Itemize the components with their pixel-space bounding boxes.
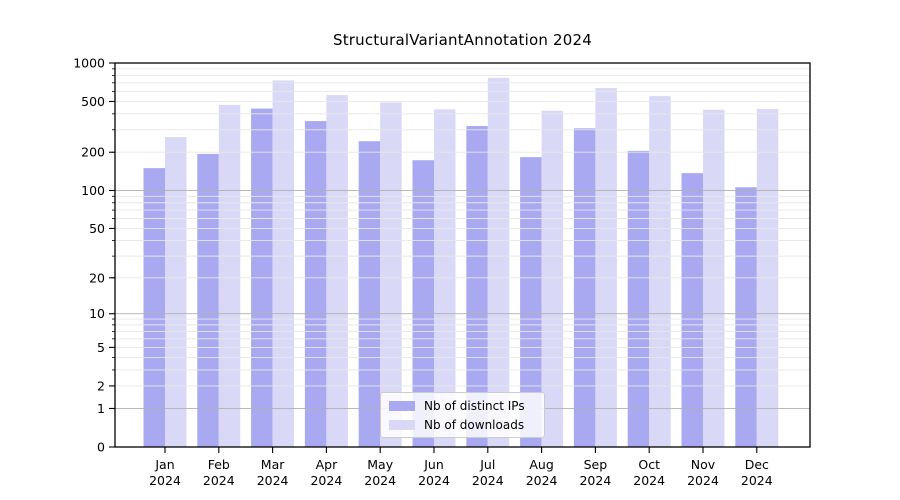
x-tick-label-year-dec: 2024	[741, 473, 773, 488]
x-tick-label-year-jun: 2024	[418, 473, 450, 488]
bar-downloads-nov	[703, 109, 725, 448]
y-tick-label-0: 0	[97, 440, 105, 455]
x-tick-label-month-may: May	[367, 457, 393, 472]
bar-distinct-ips-dec	[735, 187, 757, 447]
bar-downloads-feb	[218, 104, 241, 447]
x-tick-label-month-dec: Dec	[745, 457, 769, 472]
x-tick-label-year-aug: 2024	[526, 473, 558, 488]
x-tick-label-year-nov: 2024	[687, 473, 719, 488]
plot-border	[114, 62, 811, 448]
y-tick-label-500: 500	[81, 94, 105, 109]
bar-distinct-ips-oct	[627, 150, 650, 447]
x-tick-label-year-jul: 2024	[472, 473, 504, 488]
bar-downloads-aug	[541, 110, 564, 448]
x-tick-label-year-apr: 2024	[310, 473, 342, 488]
x-tick-label-year-mar: 2024	[257, 473, 289, 488]
y-tick-label-50: 50	[89, 221, 105, 236]
legend-swatch-distinct-ips	[389, 400, 415, 411]
x-tick-label-year-may: 2024	[364, 473, 396, 488]
bar-distinct-ips-jul	[466, 126, 488, 447]
legend-label-distinct-ips: Nb of distinct IPs	[424, 398, 525, 413]
y-tick-label-1: 1	[97, 401, 105, 416]
bar-distinct-ips-apr	[304, 121, 327, 448]
bar-downloads-oct	[649, 96, 671, 447]
y-tick-label-2: 2	[97, 378, 105, 393]
y-tick-label-200: 200	[81, 145, 105, 160]
x-tick-label-year-oct: 2024	[633, 473, 665, 488]
x-tick-label-month-jan: Jan	[154, 457, 174, 472]
legend-swatch-downloads	[389, 419, 415, 430]
x-tick-label-month-jul: Jul	[479, 457, 495, 472]
bar-distinct-ips-nov	[681, 173, 703, 447]
bar-downloads-mar	[272, 80, 295, 447]
x-tick-label-year-feb: 2024	[203, 473, 235, 488]
legend-label-downloads: Nb of downloads	[424, 417, 525, 432]
x-tick-label-year-sep: 2024	[579, 473, 611, 488]
x-tick-label-month-nov: Nov	[691, 457, 716, 472]
x-tick-label-month-sep: Sep	[584, 457, 608, 472]
bar-distinct-ips-may	[358, 141, 381, 447]
x-tick-label-month-jun: Jun	[423, 457, 444, 472]
y-tick-label-100: 100	[81, 183, 105, 198]
bar-distinct-ips-aug	[520, 157, 542, 447]
x-tick-label-month-mar: Mar	[261, 457, 285, 472]
legend: Nb of distinct IPs Nb of downloads	[380, 392, 545, 438]
chart-title: StructuralVariantAnnotation 2024	[332, 31, 593, 49]
bar-downloads-apr	[326, 95, 348, 448]
bar-downloads-sep	[595, 88, 617, 448]
x-tick-label-month-aug: Aug	[529, 457, 553, 472]
bar-downloads-may	[380, 102, 402, 447]
y-tick-label-10: 10	[89, 306, 105, 321]
y-tick-label-1000: 1000	[73, 56, 105, 71]
y-tick-label-5: 5	[97, 340, 105, 355]
x-tick-label-month-feb: Feb	[208, 457, 230, 472]
bar-downloads-jan	[165, 137, 187, 448]
bar-distinct-ips-jun	[412, 160, 434, 447]
x-tick-label-month-apr: Apr	[316, 457, 338, 472]
bar-downloads-jul	[487, 77, 510, 447]
legend-item-downloads: Nb of downloads	[389, 418, 536, 432]
x-tick-label-year-jan: 2024	[149, 473, 181, 488]
bar-distinct-ips-jan	[143, 168, 165, 448]
y-tick-label-20: 20	[89, 270, 105, 285]
legend-item-distinct-ips: Nb of distinct IPs	[389, 399, 536, 413]
bar-distinct-ips-sep	[573, 128, 596, 447]
bar-distinct-ips-feb	[197, 153, 219, 448]
x-tick-label-month-oct: Oct	[638, 457, 660, 472]
